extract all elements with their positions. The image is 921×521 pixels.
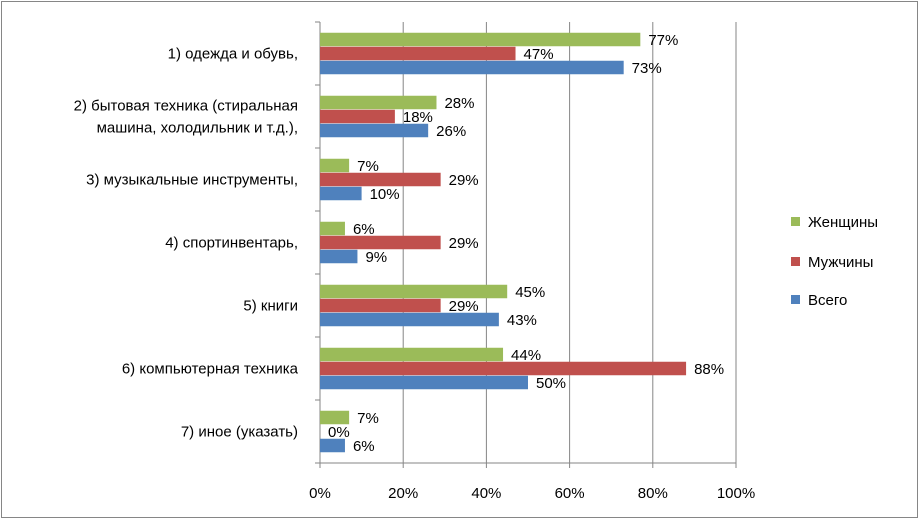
x-tick-label: 80% [638,485,668,502]
data-label: 26% [436,123,466,140]
data-label: 43% [507,312,537,329]
data-label: 10% [370,186,400,203]
data-label: 88% [694,361,724,378]
x-tick-label: 100% [717,485,755,502]
data-label: 29% [449,235,479,252]
data-label: 29% [449,298,479,315]
legend-label: Мужчины [808,254,873,271]
data-label: 18% [403,109,433,126]
x-tick-label: 60% [555,485,585,502]
bar [320,32,641,47]
legend-swatch [791,257,800,266]
x-tick-label: 40% [471,485,501,502]
data-label: 45% [515,284,545,301]
category-label: 2) бытовая техника (стиральная [74,98,298,115]
data-label: 29% [449,172,479,189]
data-label: 44% [511,347,541,364]
bar [320,60,624,75]
bar [320,172,441,187]
data-label: 7% [357,410,379,427]
bar [320,46,516,61]
category-label: 6) компьютерная техника [122,361,299,378]
bar [320,347,504,362]
legend-label: Женщины [808,214,878,231]
bar [320,109,395,124]
legend-swatch [791,295,800,304]
bar [320,312,499,327]
data-label: 6% [353,438,375,455]
bar [320,158,350,173]
category-label: 5) книги [243,298,298,315]
bar [320,221,345,236]
legend-label: Всего [808,292,847,309]
category-label: 4) спортинвентарь, [165,235,298,252]
data-label: 47% [524,46,554,63]
bar [320,235,441,250]
bar [320,410,350,425]
data-label: 28% [444,95,474,112]
legend-swatch [791,217,800,226]
category-label: машина, холодильник и т.д.), [97,120,298,137]
data-label: 77% [648,32,678,49]
bar [320,186,362,201]
bar [320,438,345,453]
data-label: 7% [357,158,379,175]
bar [320,249,358,264]
category-label: 1) одежда и обувь, [168,46,298,63]
bar [320,95,437,110]
data-label: 9% [365,249,387,266]
category-label: 7) иное (указать) [181,424,298,441]
data-label: 6% [353,221,375,238]
bar [320,298,441,313]
bar [320,375,528,390]
data-label: 0% [328,424,350,441]
bar [320,361,687,376]
x-tick-label: 20% [388,485,418,502]
data-label: 73% [632,60,662,77]
bar [320,123,429,138]
category-label: 3) музыкальные инструменты, [86,172,298,189]
data-label: 50% [536,375,566,392]
bar [320,284,508,299]
x-tick-label: 0% [309,485,331,502]
